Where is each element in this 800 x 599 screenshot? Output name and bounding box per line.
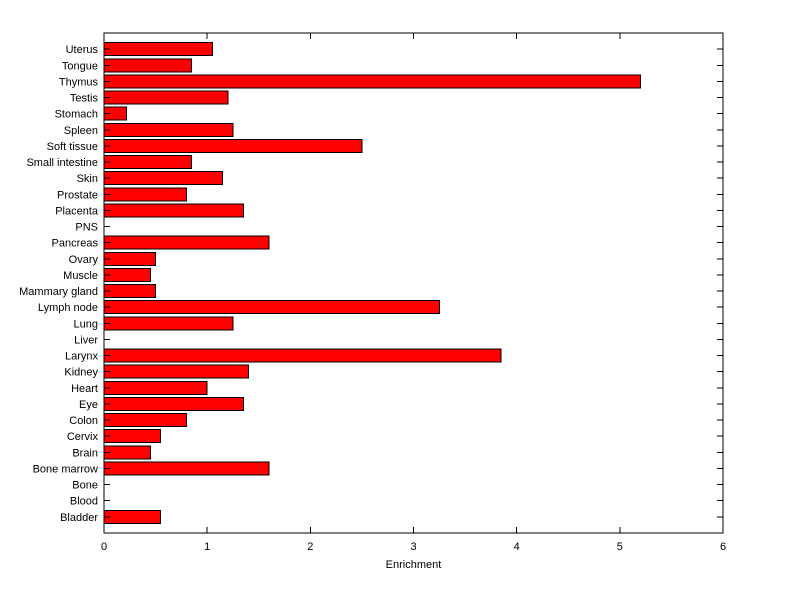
- bar: [103, 348, 502, 363]
- y-tick-label: Skin: [77, 173, 98, 185]
- y-tick-label: Bladder: [60, 512, 98, 524]
- x-tick-label: 3: [410, 541, 416, 553]
- y-tick-label: Thymus: [59, 76, 99, 88]
- y-tick-label: Small intestine: [26, 157, 98, 169]
- bar: [103, 171, 224, 186]
- bar: [103, 187, 187, 202]
- x-tick-label: 6: [720, 541, 726, 553]
- bar: [103, 380, 208, 395]
- bar: [103, 90, 229, 105]
- bar: [103, 235, 270, 250]
- bar: [103, 284, 157, 299]
- y-tick-label: Colon: [69, 415, 98, 427]
- y-tick-label: Placenta: [55, 205, 99, 217]
- bar: [103, 267, 151, 282]
- y-tick-label: Ovary: [69, 254, 99, 266]
- y-tick-label: Prostate: [57, 189, 98, 201]
- y-tick-label: Muscle: [63, 270, 98, 282]
- bar: [103, 413, 187, 428]
- y-tick-label: Testis: [70, 93, 99, 105]
- y-tick-label: Brain: [72, 447, 98, 459]
- y-tick-label: Larynx: [65, 351, 99, 363]
- bar: [103, 42, 213, 57]
- y-tick-label: Stomach: [55, 109, 98, 121]
- y-tick-label: Bone: [72, 480, 98, 492]
- y-tick-label: Eye: [79, 399, 98, 411]
- x-tick-label: 2: [307, 541, 313, 553]
- y-tick-label: Bone marrow: [33, 464, 98, 476]
- y-tick-label: Pancreas: [52, 238, 99, 250]
- y-tick-label: Tongue: [62, 60, 98, 72]
- y-tick-label: Blood: [70, 496, 98, 508]
- y-tick-label: Spleen: [64, 125, 98, 137]
- y-tick-label: Uterus: [66, 44, 99, 56]
- y-tick-label: Heart: [71, 383, 98, 395]
- y-tick-label: Mammary gland: [19, 286, 98, 298]
- x-axis-label: Enrichment: [386, 559, 442, 571]
- bar: [103, 203, 244, 218]
- bar: [103, 300, 440, 315]
- bar: [103, 155, 193, 169]
- bar: [103, 509, 162, 524]
- bar: [103, 316, 234, 331]
- y-tick-label: Lymph node: [38, 302, 98, 314]
- y-tick-label: Lung: [74, 318, 98, 330]
- bar: [103, 251, 157, 266]
- bar: [103, 58, 193, 73]
- y-tick-label: Soft tissue: [47, 141, 98, 153]
- bar: [103, 364, 249, 379]
- bar: [103, 138, 363, 153]
- bar: [103, 461, 270, 476]
- bar: [103, 74, 641, 89]
- x-tick-label: 4: [514, 541, 520, 553]
- bar: [103, 429, 162, 444]
- y-tick-label: Cervix: [67, 431, 99, 443]
- bar: [103, 397, 244, 411]
- y-tick-label: PNS: [75, 222, 98, 234]
- x-tick-label: 1: [204, 541, 210, 553]
- plot-frame: [103, 32, 724, 534]
- y-tick-label: Liver: [74, 335, 98, 347]
- y-tick-label: Kidney: [64, 367, 98, 379]
- x-tick-label: 5: [617, 541, 623, 553]
- bar: [103, 122, 234, 137]
- x-tick-label: 0: [101, 541, 107, 553]
- bar: [103, 445, 151, 460]
